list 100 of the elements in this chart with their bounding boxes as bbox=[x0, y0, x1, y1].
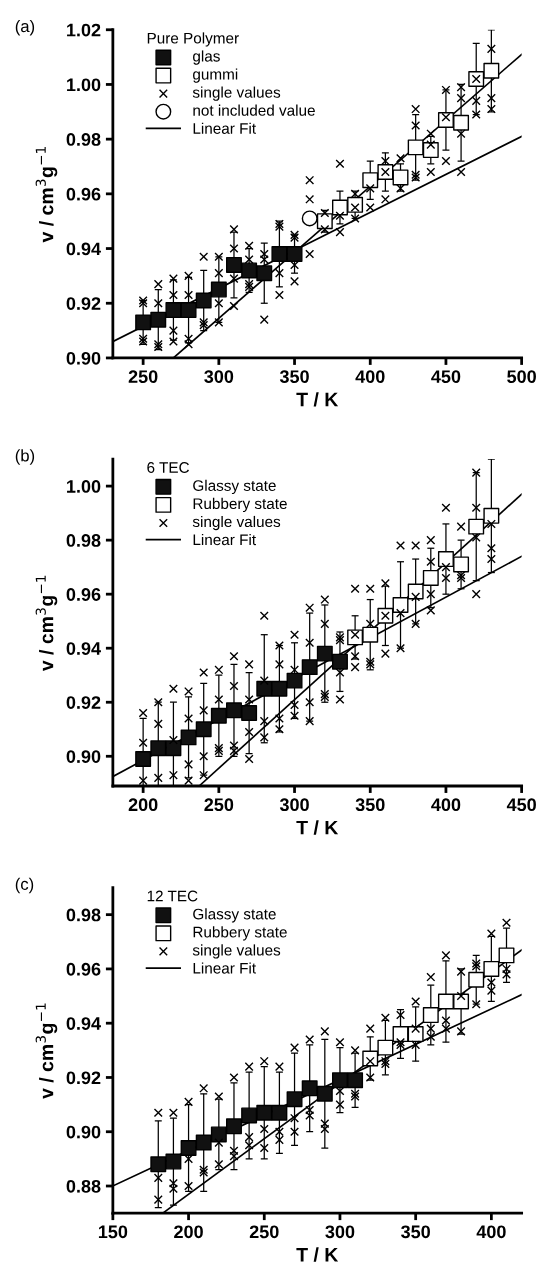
point bbox=[271, 246, 288, 262]
legend-label: single values bbox=[192, 944, 281, 959]
y-tick-label: 0.90 bbox=[66, 1125, 101, 1139]
point bbox=[437, 551, 454, 568]
point bbox=[362, 626, 379, 643]
x-tick-label: 250 bbox=[128, 370, 158, 384]
point bbox=[286, 1091, 303, 1108]
point bbox=[286, 246, 303, 262]
x-tick-label: 250 bbox=[249, 1225, 279, 1239]
legend-title: 12 TEC bbox=[147, 890, 198, 902]
point bbox=[392, 169, 409, 186]
point bbox=[483, 507, 500, 524]
y-tick-label: 0.98 bbox=[66, 133, 101, 146]
point bbox=[150, 311, 167, 328]
point bbox=[241, 262, 258, 279]
point bbox=[210, 707, 227, 724]
y-tick-label: 0.98 bbox=[66, 908, 101, 922]
y-axis-title: v / cm$^{3}$g$^{−1}$ bbox=[35, 1003, 58, 1099]
y-tick-label: 0.90 bbox=[66, 351, 101, 365]
y-axis-title: v / cm$^{3}$g$^{−1}$ bbox=[35, 575, 58, 672]
x-tick-label: 350 bbox=[401, 1225, 430, 1239]
point bbox=[256, 265, 273, 282]
x-tick-label: 450 bbox=[506, 798, 536, 812]
point bbox=[180, 1140, 197, 1157]
point bbox=[316, 1085, 333, 1102]
text: (a) bbox=[15, 19, 35, 36]
point bbox=[377, 1039, 394, 1056]
point bbox=[347, 1072, 364, 1089]
text: (c) bbox=[15, 877, 34, 894]
x-tick-label: 200 bbox=[128, 798, 158, 812]
y-tick-label: 0.90 bbox=[66, 750, 101, 763]
point bbox=[150, 1156, 167, 1173]
x-tick-label: 400 bbox=[476, 1225, 506, 1239]
legend-label: Linear Fit bbox=[193, 962, 256, 974]
point bbox=[226, 702, 242, 719]
point bbox=[483, 960, 500, 977]
legend-title: 6 TEC bbox=[147, 462, 189, 473]
point bbox=[362, 172, 379, 189]
y-tick-label: 0.96 bbox=[66, 187, 101, 201]
legend-title: Pure Polymer bbox=[147, 32, 239, 47]
point bbox=[453, 114, 470, 131]
x-tick-label: 350 bbox=[355, 798, 385, 812]
x-tick-label: 400 bbox=[431, 798, 461, 812]
point bbox=[195, 1134, 212, 1151]
y-tick-label: 0.92 bbox=[66, 297, 101, 310]
point bbox=[195, 292, 212, 309]
legend-label: Linear Fit bbox=[193, 533, 256, 546]
point bbox=[422, 1007, 439, 1024]
point bbox=[271, 1104, 288, 1121]
point bbox=[241, 705, 258, 722]
x-tick-label: 350 bbox=[279, 370, 309, 384]
legend-label: Rubbery state bbox=[193, 926, 287, 941]
point bbox=[407, 1026, 424, 1043]
point bbox=[407, 583, 424, 600]
point bbox=[256, 680, 273, 697]
y-tick-label: 0.88 bbox=[66, 1179, 101, 1193]
legend-label: Glassy state bbox=[193, 908, 276, 923]
legend-label: single values bbox=[192, 515, 281, 531]
point bbox=[422, 142, 439, 159]
point bbox=[195, 721, 212, 738]
point bbox=[331, 199, 348, 216]
point bbox=[498, 947, 515, 964]
y-axis-title: v / cm$^{3}$g$^{−1}$ bbox=[35, 147, 58, 243]
point bbox=[468, 518, 485, 535]
point bbox=[271, 680, 288, 697]
legend-label: Linear Fit bbox=[193, 122, 256, 134]
x-tick-label: 300 bbox=[204, 370, 234, 384]
legend-label: Glassy state bbox=[193, 479, 276, 495]
point bbox=[241, 1107, 258, 1124]
point bbox=[165, 1153, 182, 1170]
point bbox=[210, 1126, 227, 1143]
y-tick-label: 0.96 bbox=[66, 588, 101, 601]
point bbox=[165, 302, 182, 319]
point bbox=[407, 139, 424, 156]
point bbox=[226, 256, 242, 273]
point bbox=[301, 1080, 318, 1097]
y-tick-label: 0.94 bbox=[66, 1017, 101, 1030]
point bbox=[468, 971, 485, 988]
legend-label: single values bbox=[192, 86, 281, 101]
y-tick-label: 0.92 bbox=[66, 696, 101, 709]
point bbox=[256, 1104, 273, 1121]
y-tick-label: 1.00 bbox=[67, 480, 101, 493]
point bbox=[135, 314, 152, 331]
y-tick-label: 1.02 bbox=[67, 23, 101, 37]
point bbox=[422, 569, 439, 586]
point bbox=[331, 653, 348, 670]
point bbox=[150, 740, 167, 757]
legend-label: gummi bbox=[193, 68, 238, 83]
point bbox=[165, 740, 182, 757]
x-tick-label: 500 bbox=[507, 370, 536, 384]
point bbox=[226, 1118, 242, 1135]
x-axis-title: T / K bbox=[296, 392, 339, 407]
x-axis-title: T / K bbox=[296, 820, 339, 835]
legend-label: not included value bbox=[193, 104, 315, 116]
x-tick-label: 200 bbox=[174, 1225, 203, 1239]
x-tick-label: 150 bbox=[98, 1225, 128, 1239]
y-tick-label: 1.00 bbox=[67, 78, 101, 92]
point bbox=[180, 729, 197, 746]
point bbox=[135, 750, 152, 767]
x-tick-label: 250 bbox=[204, 798, 234, 812]
